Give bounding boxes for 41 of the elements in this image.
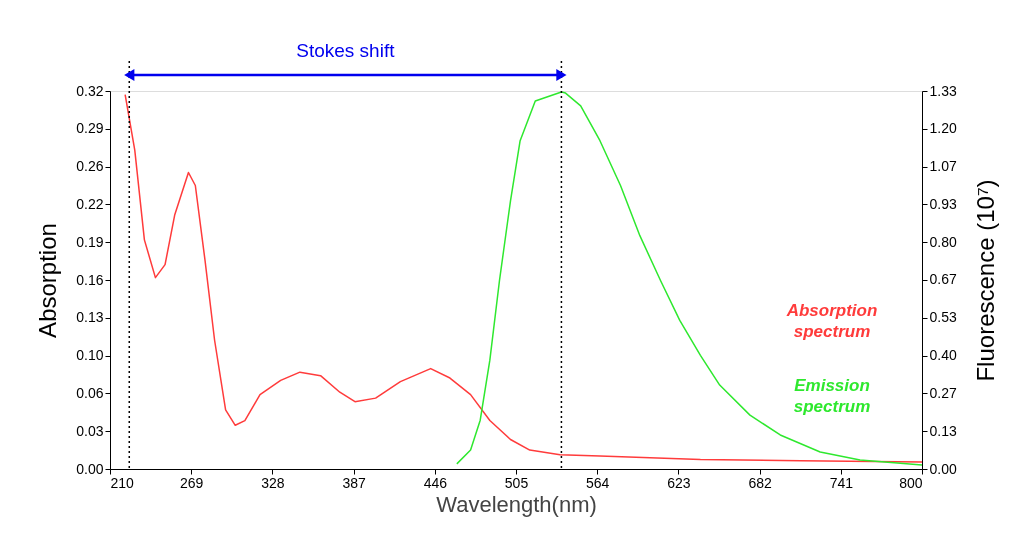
x-tick-label: 741	[829, 474, 854, 491]
x-tick-label: 210	[110, 474, 135, 491]
y2-tick-label: 0.53	[929, 309, 957, 326]
y-axis-title: Absorption	[33, 223, 61, 338]
y2-tick-label: 1.33	[929, 82, 957, 99]
y2-tick-label: 0.80	[929, 233, 957, 250]
y-tick-label: 0.10	[76, 347, 104, 364]
y-tick-label: 0.00	[76, 460, 104, 477]
line-series	[456, 91, 923, 466]
y-tick-label: 0.29	[76, 120, 104, 137]
x-tick-label: 505	[504, 474, 529, 491]
x-tick-label: 564	[586, 474, 610, 491]
y2-axis-title: Fluorescence (10⁷)	[971, 179, 999, 382]
x-tick-label: 328	[261, 474, 285, 491]
y-tick-label: 0.32	[76, 82, 104, 99]
text: Stokes shift	[296, 40, 396, 61]
y2-tick-label: 0.93	[929, 195, 957, 212]
y-tick-label: 0.22	[76, 195, 104, 212]
x-tick-label: 387	[342, 474, 366, 491]
y2-tick-label: 0.00	[929, 460, 957, 477]
series-label: Emission spectrum	[793, 376, 871, 416]
x-axis-title: Wavelength(nm)	[436, 491, 597, 517]
y-tick-label: 0.26	[76, 158, 104, 175]
x-tick-label: 269	[180, 474, 204, 491]
line-series	[124, 93, 923, 463]
y-tick-label: 0.03	[76, 422, 104, 439]
y2-tick-label: 0.13	[929, 422, 957, 439]
y2-tick-label: 0.27	[929, 384, 957, 401]
text: Absorption spectrum	[785, 301, 878, 341]
y2-tick-label: 1.20	[929, 120, 957, 137]
x-tick-label: 446	[423, 474, 448, 491]
y-tick-label: 0.13	[76, 309, 104, 326]
y2-tick-label: 1.07	[929, 158, 957, 175]
y2-tick-label: 0.67	[929, 271, 957, 288]
x-tick-label: 623	[667, 474, 691, 491]
y2-tick-label: 0.40	[929, 347, 957, 364]
x-tick-label: 800	[899, 474, 923, 491]
x-tick-label: 682	[748, 474, 772, 491]
y-tick-label: 0.16	[76, 271, 104, 288]
y-tick-label: 0.19	[76, 233, 104, 250]
y-tick-label: 0.06	[76, 384, 104, 401]
